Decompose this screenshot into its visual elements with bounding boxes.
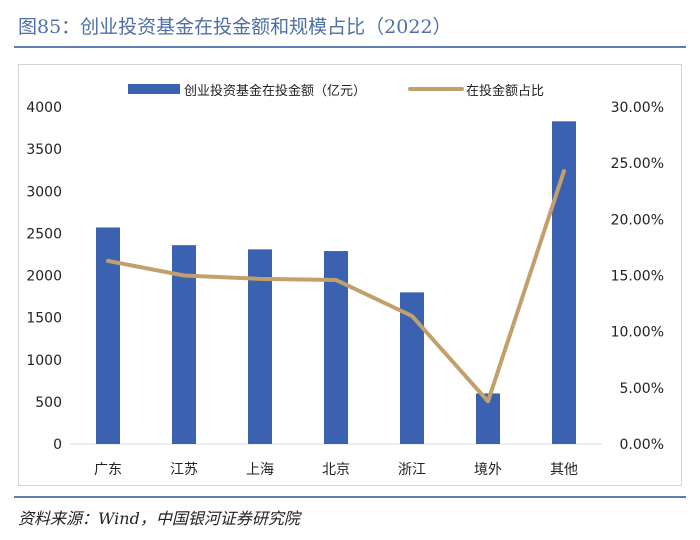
bar-江苏 xyxy=(172,245,196,444)
y-right-tick-label: 10.00% xyxy=(611,325,664,341)
bar-上海 xyxy=(248,249,272,444)
legend-line-label: 在投金额占比 xyxy=(466,83,544,99)
y-left-tick-label: 2000 xyxy=(26,269,62,285)
x-category-label: 广东 xyxy=(94,462,122,478)
chart-axes: 0 500 1000 1500 2000 2500 3000 3500 4000 0.00% 5.0… xyxy=(26,100,664,478)
chart-frame xyxy=(18,64,682,486)
x-category-label: 北京 xyxy=(322,462,350,478)
y-left-tick-label: 1500 xyxy=(26,311,62,327)
y-right-tick-label: 15.00% xyxy=(611,269,664,285)
y-left-tick-label: 1000 xyxy=(26,353,62,369)
y-right-tick-label: 25.00% xyxy=(611,156,664,172)
y-left-tick-label: 3500 xyxy=(26,142,62,158)
y-left-tick-label: 0 xyxy=(53,437,62,453)
x-category-label: 其他 xyxy=(550,462,578,478)
y-right-tick-label: 20.00% xyxy=(611,212,664,228)
x-category-label: 上海 xyxy=(246,462,274,478)
y-right-tick-label: 0.00% xyxy=(620,437,664,453)
y-right-tick-label: 5.00% xyxy=(620,381,664,397)
source-rule xyxy=(14,496,686,498)
title-rule xyxy=(14,46,686,48)
chart-legend: 创业投资基金在投金额（亿元） 在投金额占比 xyxy=(128,83,544,99)
y-left-tick-label: 2500 xyxy=(26,226,62,242)
legend-bar-label: 创业投资基金在投金额（亿元） xyxy=(184,83,366,99)
figure-title: 图85：创业投资基金在投金额和规模占比（2022） xyxy=(18,16,452,38)
y-right-tick-label: 30.00% xyxy=(611,100,664,116)
x-category-label: 境外 xyxy=(474,462,502,478)
y-left-tick-label: 500 xyxy=(35,395,62,411)
x-category-label: 江苏 xyxy=(170,462,198,478)
x-category-label: 浙江 xyxy=(398,462,426,478)
source-note: 资料来源：Wind，中国银河证券研究院 xyxy=(18,509,300,528)
line-series xyxy=(106,169,566,404)
y-left-tick-label: 4000 xyxy=(26,100,62,116)
y-left-tick-label: 3000 xyxy=(26,184,62,200)
legend-bar-swatch xyxy=(128,84,180,94)
bar-series xyxy=(96,121,576,444)
